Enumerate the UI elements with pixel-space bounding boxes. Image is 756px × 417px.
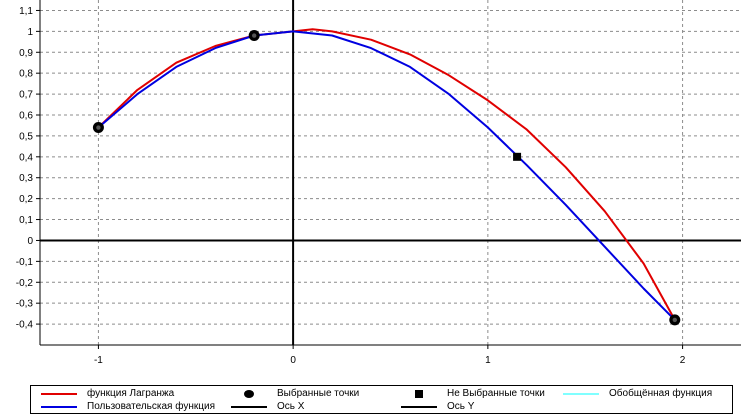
y-tick-label: -0,4 — [16, 320, 34, 331]
grid — [40, 0, 741, 345]
legend-circle-icon — [244, 390, 254, 398]
legend-line-icon — [41, 406, 77, 408]
legend-label: Выбранные точки — [277, 388, 360, 399]
selected-point-center — [96, 125, 101, 130]
x-tick-label: 1 — [485, 355, 491, 366]
legend-label: Не Выбранные точки — [447, 388, 545, 399]
y-tick-label: 1,1 — [19, 6, 33, 17]
axes — [40, 0, 741, 345]
y-tick-label: 0,3 — [19, 173, 33, 184]
x-tick-label: 0 — [290, 355, 296, 366]
selected-point-center — [672, 317, 677, 323]
y-tick-label: 0,2 — [19, 194, 33, 205]
y-tick-label: -0,2 — [16, 278, 34, 289]
legend-square-icon — [415, 390, 423, 398]
y-tick-label: 0,5 — [19, 131, 33, 142]
y-tick-label: 1 — [27, 27, 33, 38]
tick-labels: 1,1 1 0,9 0,8 0,7 0,6 0,5 0,4 0,3 0,2 0,1 0 -0,1 -0,2… — [16, 6, 686, 366]
legend-label: функция Лагранжа — [87, 388, 175, 399]
unselected-point — [513, 152, 522, 161]
y-tick-label: 0,4 — [19, 152, 33, 163]
y-tick-label: 0,7 — [19, 90, 33, 101]
legend-label: Обобщённая функция — [609, 388, 713, 399]
lagrange-curve — [97, 28, 676, 321]
legend-line-icon — [563, 393, 599, 395]
y-tick-label: 0 — [27, 236, 33, 247]
legend-label: Ось Y — [447, 401, 475, 412]
user-function-curve — [97, 30, 676, 321]
legend-line-icon — [231, 406, 267, 408]
selected-point-center — [251, 33, 257, 38]
y-tick-label: 0,6 — [19, 111, 33, 122]
series — [92, 28, 681, 326]
y-tick-label: -0,3 — [16, 299, 34, 310]
legend-label: Пользовательская функция — [87, 401, 215, 412]
x-tick-label: 2 — [680, 355, 686, 366]
y-tick-label: 0,1 — [19, 215, 33, 226]
y-tick-label: 0,9 — [19, 48, 33, 59]
legend-label: Ось X — [277, 401, 305, 412]
y-tick-label: 0,8 — [19, 69, 33, 80]
legend: функция Лагранжа Выбранные точки Не Выбр… — [30, 385, 733, 414]
plot-area — [40, 0, 741, 345]
legend-line-icon — [401, 406, 437, 408]
legend-line-icon — [41, 393, 77, 395]
x-tick-label: -1 — [94, 355, 103, 366]
y-tick-label: -0,1 — [16, 257, 34, 268]
